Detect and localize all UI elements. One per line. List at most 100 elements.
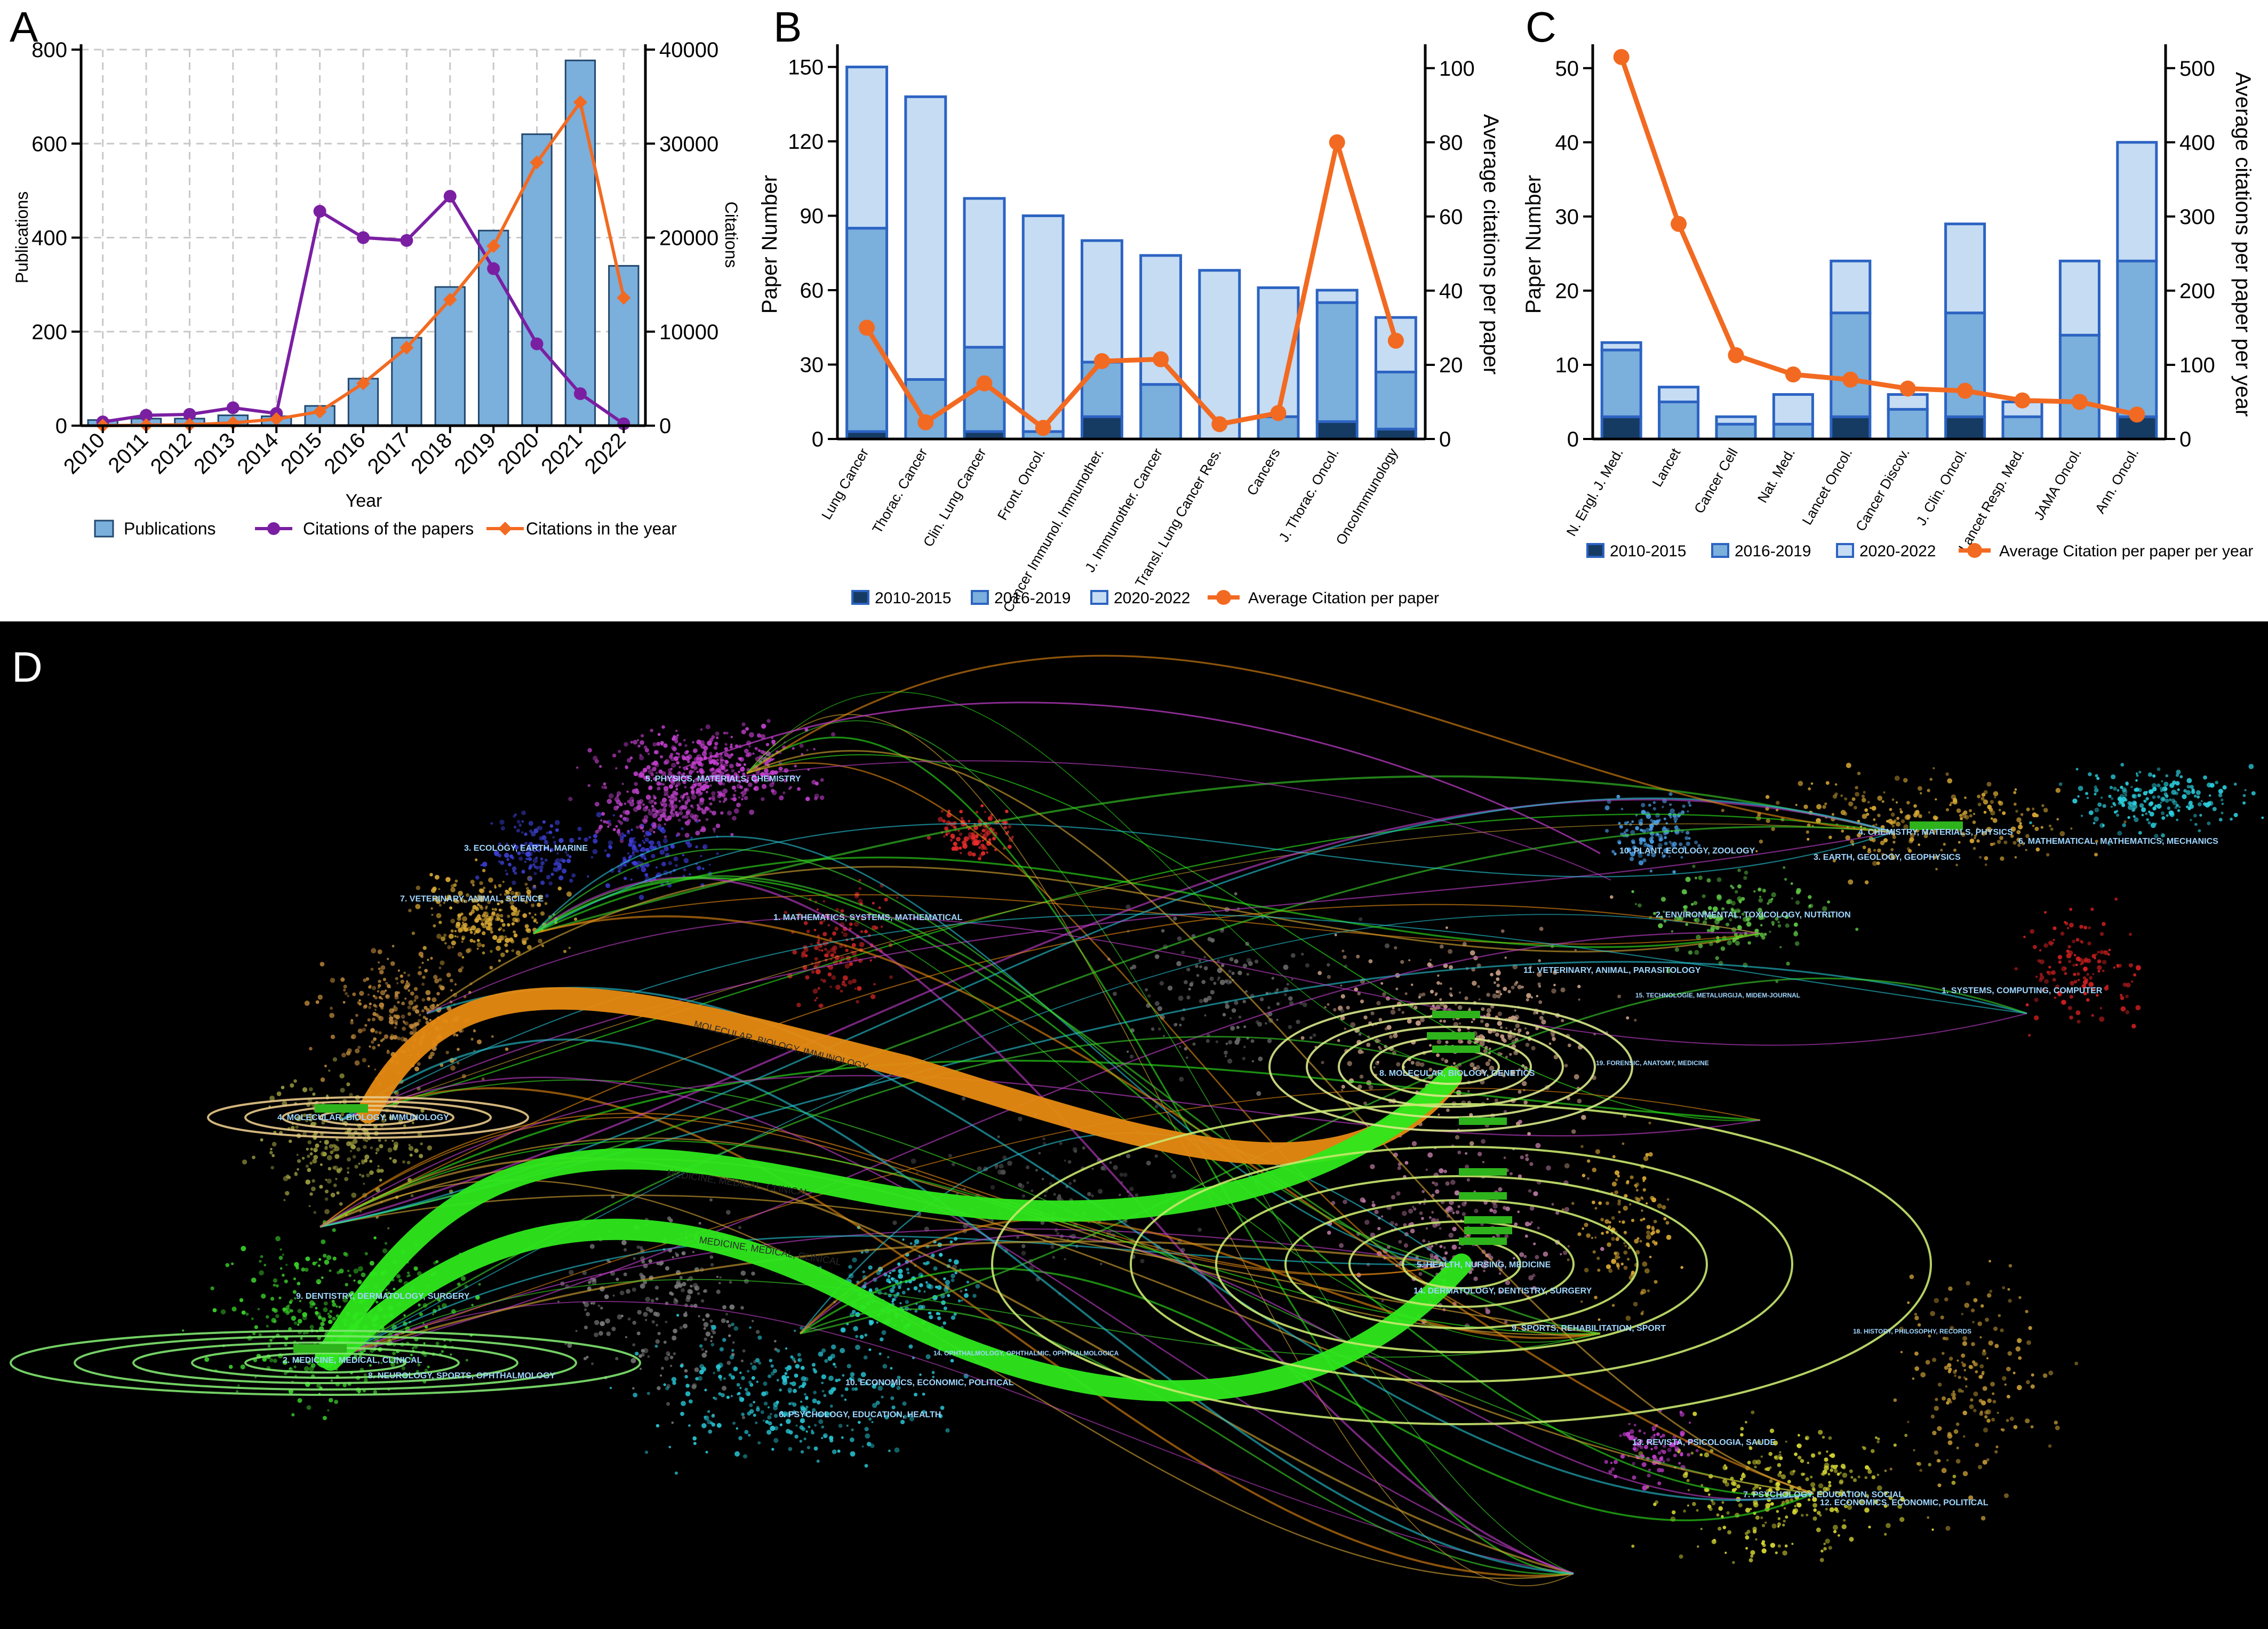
overlay-point (410, 991, 414, 996)
overlay-point (788, 787, 791, 790)
overlay-point (380, 990, 386, 995)
overlay-point (1007, 844, 1012, 849)
bar-segment-2020-2022 (1021, 214, 1065, 433)
overlay-point (297, 1308, 302, 1313)
overlay-point (870, 994, 876, 1000)
overlay-point (769, 1412, 772, 1416)
overlay-point (293, 1365, 297, 1369)
overlay-point (2122, 823, 2126, 827)
overlay-point (1992, 818, 1998, 823)
overlay-point (1457, 1005, 1463, 1010)
overlay-point (2177, 788, 2180, 792)
overlay-point (447, 945, 451, 949)
overlay-point (2146, 818, 2149, 821)
bar-segment-2016-2019 (2116, 259, 2158, 418)
overlay-point (633, 771, 638, 777)
overlay-point (660, 741, 664, 745)
overlay-point (494, 917, 499, 921)
overlay-point (1521, 1081, 1527, 1087)
overlay-point (414, 1148, 419, 1153)
overlay-point (438, 904, 442, 907)
overlay-point (1421, 1217, 1424, 1220)
overlay-point (2095, 774, 2098, 778)
overlay-point (679, 1326, 683, 1330)
overlay-point (750, 1362, 753, 1365)
overlay-point (2218, 788, 2224, 794)
overlay-point (657, 786, 661, 790)
overlay-point (1481, 1139, 1486, 1144)
overlay-point (483, 917, 488, 922)
overlay-point (1546, 1165, 1551, 1171)
tick-label-x: Cancer Discov. (1852, 445, 1913, 534)
overlay-point (372, 995, 376, 997)
overlay-point (783, 778, 788, 783)
overlay-point (1509, 1053, 1512, 1056)
overlay-point (1669, 803, 1672, 806)
overlay-point (1368, 1085, 1373, 1090)
overlay-point (615, 767, 618, 770)
overlay-point (330, 1379, 333, 1382)
overlay-point (597, 827, 602, 832)
overlay-point (658, 844, 661, 848)
overlay-point (448, 933, 454, 939)
overlay-point (367, 1018, 371, 1022)
overlay-point (799, 1440, 803, 1443)
overlay-point (1635, 826, 1640, 831)
overlay-point (1861, 797, 1866, 803)
overlay-point (732, 794, 736, 797)
overlay-point (2025, 1003, 2029, 1007)
overlay-point (378, 961, 380, 964)
overlay-point (330, 1150, 334, 1154)
overlay-point (661, 771, 666, 776)
overlay-point (516, 828, 521, 833)
overlay-point (657, 733, 661, 736)
overlay-point (1436, 1218, 1439, 1222)
overlay-point (378, 968, 381, 970)
overlay-point (909, 1242, 913, 1245)
overlay-point (649, 845, 654, 850)
overlay-point (568, 1269, 574, 1275)
overlay-point (540, 911, 545, 916)
point-average-citation (1728, 347, 1744, 363)
overlay-point (345, 992, 348, 995)
overlay-point (456, 936, 459, 938)
overlay-point (760, 734, 765, 739)
overlay-point (615, 1357, 619, 1361)
overlay-point (1932, 815, 1937, 820)
bar-segment-2010-2015 (1080, 415, 1123, 441)
tick-label-x: Lancet Resp. Med. (1955, 445, 2027, 554)
overlay-point (1378, 1045, 1381, 1049)
overlay-point (1525, 1154, 1529, 1157)
overlay-point (717, 791, 720, 794)
overlay-point (1873, 849, 1876, 852)
overlay-point (873, 983, 876, 986)
overlay-point (705, 724, 710, 730)
overlay-point (407, 1271, 410, 1274)
overlay-point (1327, 1231, 1331, 1235)
overlay-point (480, 918, 484, 922)
overlay-point (388, 1019, 394, 1025)
overlay-point (2168, 810, 2174, 816)
overlay-point (1755, 850, 1758, 852)
overlay-point (2029, 821, 2032, 825)
overlay-point (402, 1026, 406, 1031)
overlay-point (443, 901, 445, 904)
overlay-point (558, 838, 564, 843)
overlay-point (2040, 826, 2043, 829)
overlay-point (670, 753, 674, 756)
overlay-point (1356, 954, 1360, 959)
panel-label-c: C (1526, 3, 1556, 51)
overlay-point (476, 939, 480, 942)
overlay-point (2130, 980, 2134, 983)
overlay-point (332, 1303, 337, 1307)
overlay-point (252, 1155, 255, 1160)
overlay-point (712, 827, 716, 831)
overlay-point (332, 1148, 336, 1152)
overlay-point (529, 865, 532, 868)
overlay-point (670, 768, 673, 770)
overlay-point (688, 1399, 693, 1404)
overlay-point (1536, 995, 1539, 997)
overlay-point (898, 1273, 904, 1279)
overlay-point (730, 797, 733, 801)
overlay-point (1517, 1210, 1520, 1213)
